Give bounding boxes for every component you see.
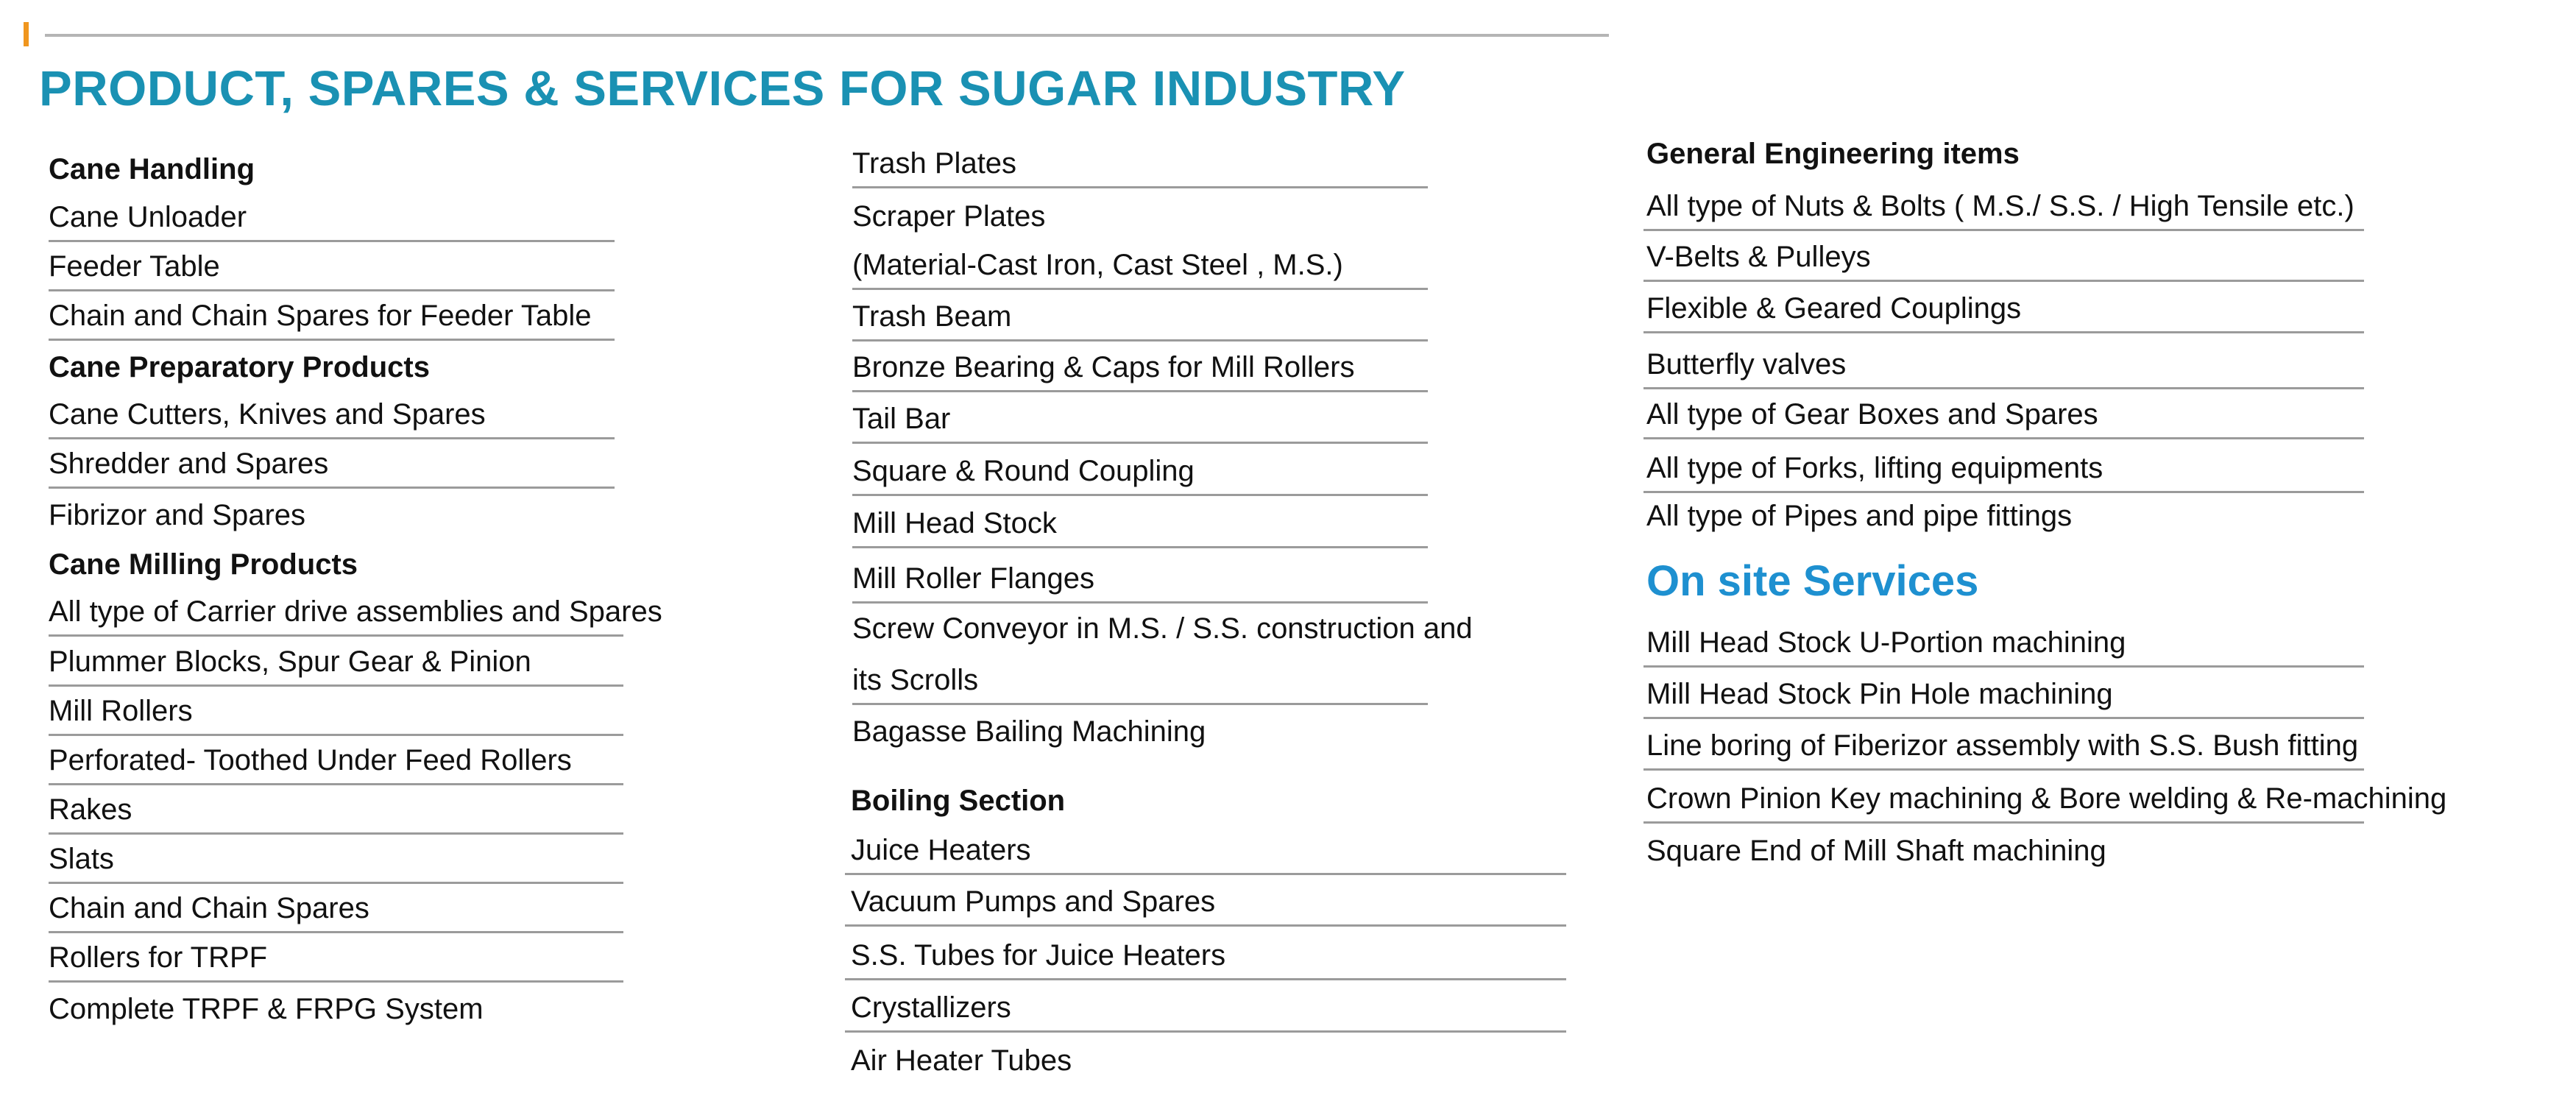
list-item: Screw Conveyor in M.S. / S.S. constructi… bbox=[852, 612, 1473, 645]
list-item: All type of Nuts & Bolts ( M.S./ S.S. / … bbox=[1643, 182, 2364, 231]
list-item: Rakes bbox=[49, 785, 623, 835]
accent-bar bbox=[24, 22, 29, 46]
list-item: Square End of Mill Shaft machining bbox=[1646, 835, 2106, 867]
list-item: Vacuum Pumps and Spares bbox=[845, 877, 1566, 927]
list-item: All type of Gear Boxes and Spares bbox=[1643, 390, 2364, 439]
list-item: Line boring of Fiberizor assembly with S… bbox=[1643, 721, 2364, 771]
list-item: Fibrizor and Spares bbox=[49, 499, 306, 531]
list-item: Mill Head Stock Pin Hole machining bbox=[1643, 670, 2364, 719]
section-heading-boiling: Boiling Section bbox=[851, 785, 1066, 817]
list-item: Cane Cutters, Knives and Spares bbox=[49, 390, 615, 439]
list-item: Mill Head Stock bbox=[852, 499, 1428, 548]
list-item: Flexible & Geared Couplings bbox=[1643, 284, 2364, 333]
list-item: Complete TRPF & FRPG System bbox=[49, 993, 484, 1025]
list-item: Slats bbox=[49, 835, 623, 884]
list-item: Feeder Table bbox=[49, 242, 615, 291]
list-item: Butterfly valves bbox=[1643, 340, 2364, 389]
list-item: Crystallizers bbox=[845, 983, 1566, 1033]
section-heading-general-engineering: General Engineering items bbox=[1646, 138, 2020, 170]
list-item: Crown Pinion Key machining & Bore weldin… bbox=[1643, 774, 2446, 824]
list-item: Rollers for TRPF bbox=[49, 933, 623, 983]
list-item: Perforated- Toothed Under Feed Rollers bbox=[49, 736, 623, 785]
list-item: Mill Roller Flanges bbox=[852, 554, 1428, 604]
list-item: V-Belts & Pulleys bbox=[1643, 233, 2364, 282]
list-item: Mill Rollers bbox=[49, 687, 623, 736]
list-item: All type of Pipes and pipe fittings bbox=[1646, 500, 2073, 532]
list-item: All type of Forks, lifting equipments bbox=[1643, 444, 2364, 493]
list-item: S.S. Tubes for Juice Heaters bbox=[845, 931, 1566, 980]
page-title: PRODUCT, SPARES & SERVICES FOR SUGAR IND… bbox=[39, 61, 1406, 116]
list-item: Scraper Plates bbox=[852, 200, 1046, 233]
list-item: Trash Beam bbox=[852, 292, 1428, 342]
header-divider bbox=[45, 34, 1609, 37]
list-item: Plummer Blocks, Spur Gear & Pinion bbox=[49, 637, 623, 687]
list-item: Mill Head Stock U-Portion machining bbox=[1643, 618, 2364, 668]
section-heading-cane-milling: Cane Milling Products bbox=[49, 548, 358, 581]
section-heading-cane-preparatory: Cane Preparatory Products bbox=[49, 351, 430, 383]
list-item: Square & Round Coupling bbox=[852, 447, 1428, 496]
list-item: Tail Bar bbox=[852, 394, 1428, 444]
list-item: Trash Plates bbox=[852, 139, 1428, 188]
list-item: All type of Carrier drive assemblies and… bbox=[49, 587, 662, 637]
list-item: (Material-Cast Iron, Cast Steel , M.S.) bbox=[852, 241, 1428, 290]
list-item: Shredder and Spares bbox=[49, 439, 615, 489]
list-item: Chain and Chain Spares for Feeder Table bbox=[49, 291, 615, 341]
list-item: Bronze Bearing & Caps for Mill Rollers bbox=[852, 343, 1428, 392]
list-item: Air Heater Tubes bbox=[851, 1044, 1072, 1077]
list-item: Chain and Chain Spares bbox=[49, 884, 623, 933]
list-item: Cane Unloader bbox=[49, 193, 615, 242]
section-heading-cane-handling: Cane Handling bbox=[49, 153, 255, 185]
list-item: Bagasse Bailing Machining bbox=[852, 715, 1206, 748]
on-site-services-heading: On site Services bbox=[1646, 557, 1979, 605]
list-item: its Scrolls bbox=[852, 656, 1428, 705]
list-item: Juice Heaters bbox=[845, 826, 1566, 875]
